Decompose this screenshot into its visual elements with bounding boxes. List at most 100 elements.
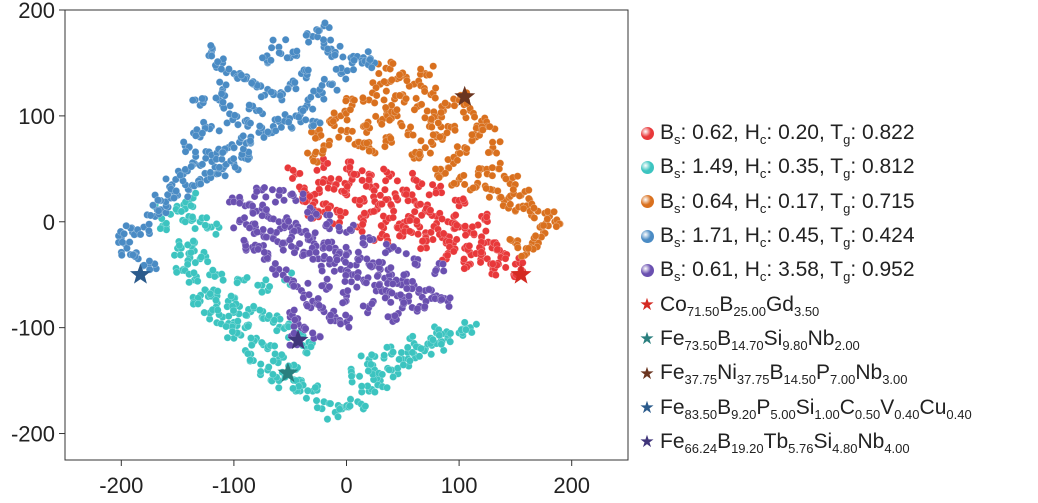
cluster-point (336, 42, 344, 51)
cluster-point (185, 278, 194, 287)
cluster-point (282, 275, 291, 284)
cluster-point (432, 189, 440, 197)
cluster-point (260, 183, 269, 192)
cluster-point (357, 352, 366, 360)
cluster-point (352, 283, 361, 292)
cluster-point (341, 75, 350, 83)
cluster-point (374, 69, 383, 78)
cluster-point (469, 184, 478, 192)
cluster-point (461, 325, 470, 334)
cluster-point (223, 333, 232, 342)
y-tick-label: 100 (18, 104, 55, 129)
cluster-point (260, 133, 268, 142)
x-tick-label: -200 (99, 473, 143, 498)
cluster-point (179, 138, 188, 146)
cluster-point (389, 348, 397, 357)
cluster-point (506, 235, 514, 244)
cluster-point (421, 143, 430, 152)
cluster-point (302, 394, 311, 403)
legend-dot-icon (634, 160, 660, 174)
cluster-point (222, 322, 231, 331)
cluster-point (299, 293, 308, 302)
cluster-point (341, 277, 349, 286)
cluster-point (370, 388, 379, 396)
cluster-point (484, 148, 493, 157)
legend-label: Bs: 1.71, Hc: 0.45, Tg: 0.424 (660, 224, 915, 251)
cluster-point (319, 146, 328, 155)
cluster-point (531, 231, 540, 240)
cluster-point (218, 148, 227, 157)
cluster-point (229, 154, 238, 163)
cluster-point (437, 340, 446, 349)
cluster-point (217, 155, 226, 164)
cluster-point (420, 87, 429, 96)
cluster-point (437, 108, 446, 117)
cluster-point (364, 367, 373, 375)
cluster-point (154, 196, 162, 205)
cluster-point (307, 214, 315, 223)
cluster-point (365, 147, 374, 155)
cluster-point (388, 279, 397, 288)
cluster-point (550, 207, 558, 216)
cluster-point (200, 308, 209, 317)
cluster-point (197, 253, 206, 261)
cluster-point (271, 259, 280, 268)
cluster-point (416, 200, 425, 209)
cluster-point (353, 273, 362, 282)
cluster-point (313, 166, 321, 175)
cluster-point (427, 115, 436, 124)
cluster-point (269, 370, 277, 379)
cluster-point (393, 176, 402, 185)
cluster-point (329, 117, 338, 126)
cluster-point (274, 115, 282, 124)
cluster-point (341, 258, 350, 267)
cluster-point (375, 281, 384, 290)
legend-star-icon: ★ (639, 398, 655, 418)
cluster-point (417, 211, 426, 220)
cluster-point (377, 120, 386, 129)
cluster-point (319, 35, 328, 44)
cluster-point (377, 221, 386, 230)
cluster-point (446, 337, 455, 346)
cluster-point (237, 71, 246, 80)
cluster-point (492, 149, 501, 157)
cluster-point (460, 318, 469, 327)
cluster-point (309, 121, 318, 130)
cluster-point (381, 185, 389, 194)
cluster-point (272, 326, 281, 335)
cluster-point (392, 193, 401, 202)
cluster-point (267, 43, 276, 52)
cluster-point (539, 221, 548, 230)
cluster-point (235, 199, 244, 208)
reference-star (454, 85, 476, 106)
cluster-point (233, 278, 242, 287)
cluster-point (283, 53, 292, 62)
cluster-point (380, 96, 388, 104)
cluster-point (212, 94, 220, 102)
cluster-point (120, 229, 129, 238)
cluster-point (268, 185, 277, 194)
cluster-point (230, 111, 239, 120)
cluster-point (354, 256, 363, 265)
cluster-point (292, 84, 300, 93)
cluster-point (518, 258, 527, 267)
cluster-point (162, 219, 171, 228)
cluster-point (308, 105, 317, 114)
cluster-point (246, 356, 255, 364)
cluster-point (145, 220, 154, 229)
cluster-point (193, 277, 202, 286)
cluster-point (326, 174, 335, 183)
cluster-point (451, 126, 459, 135)
cluster-point (425, 285, 433, 294)
cluster-point (437, 295, 446, 304)
cluster-point (426, 149, 435, 158)
cluster-point (427, 138, 436, 146)
cluster-point (149, 201, 157, 210)
cluster-point (117, 251, 126, 260)
cluster-point (299, 106, 307, 115)
cluster-point (427, 123, 436, 131)
cluster-point (144, 226, 153, 235)
cluster-point (304, 279, 312, 288)
cluster-point (431, 266, 440, 275)
y-tick-label: -100 (11, 316, 55, 341)
